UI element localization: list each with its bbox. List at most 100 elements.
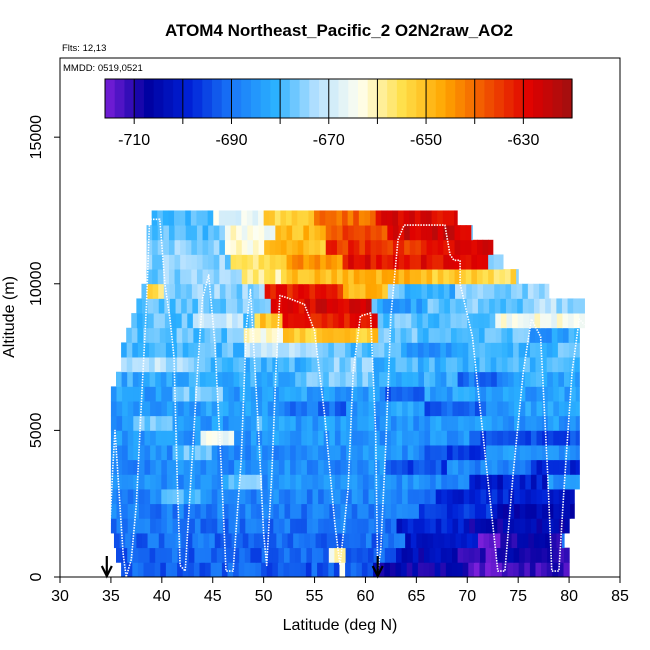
- heatmap-cell: [400, 327, 407, 343]
- heatmap-cell: [244, 547, 251, 563]
- heatmap-cell: [368, 503, 375, 519]
- heatmap-cell: [278, 547, 285, 563]
- heatmap-cell: [295, 503, 302, 519]
- heatmap-cell: [452, 547, 459, 563]
- heatmap-cell: [346, 503, 353, 519]
- heatmap-cell: [250, 518, 258, 534]
- heatmap-cell: [446, 445, 454, 461]
- heatmap-cell: [232, 313, 239, 329]
- heatmap-cell: [303, 269, 310, 285]
- heatmap-cell: [404, 239, 411, 255]
- heatmap-cell: [116, 386, 123, 402]
- colorbar-swatch: [202, 79, 213, 118]
- heatmap-cell: [245, 489, 252, 505]
- heatmap-cell: [562, 327, 570, 343]
- heatmap-cell: [412, 371, 419, 387]
- heatmap-cell: [143, 342, 150, 358]
- heatmap-cell: [562, 313, 569, 329]
- heatmap-cell: [421, 298, 429, 314]
- heatmap-cell: [258, 239, 265, 255]
- heatmap-cell: [370, 210, 377, 226]
- colorbar-swatch: [542, 79, 554, 118]
- heatmap-cell: [208, 239, 215, 255]
- heatmap-cell: [262, 401, 269, 417]
- heatmap-cell: [390, 503, 398, 519]
- heatmap-cell: [127, 371, 134, 387]
- heatmap-cell: [473, 357, 481, 373]
- heatmap-cell: [468, 371, 475, 387]
- heatmap-cell: [357, 386, 364, 402]
- heatmap-cell: [404, 225, 411, 241]
- heatmap-cell: [187, 313, 194, 329]
- heatmap-cell: [196, 225, 204, 241]
- heatmap-cell: [133, 518, 140, 534]
- heatmap-cell: [309, 283, 316, 299]
- heatmap-cell: [432, 254, 439, 270]
- heatmap-cell: [524, 547, 531, 563]
- heatmap-cell: [336, 225, 344, 241]
- heatmap-cell: [275, 283, 283, 299]
- heatmap-cell: [374, 445, 381, 461]
- heatmap-cell: [323, 489, 330, 505]
- heatmap-cell: [463, 371, 470, 387]
- heatmap-cell: [452, 518, 459, 534]
- heatmap-cell: [361, 342, 369, 358]
- heatmap-cell: [286, 210, 293, 226]
- heatmap-cell: [542, 430, 549, 446]
- heatmap-cell: [275, 254, 282, 270]
- heatmap-cell: [334, 371, 341, 387]
- heatmap-cell: [172, 547, 179, 563]
- heatmap-cell: [141, 533, 149, 549]
- heatmap-cell: [250, 459, 258, 475]
- heatmap-cell: [360, 298, 367, 314]
- heatmap-cell: [323, 547, 330, 563]
- heatmap-cell: [424, 430, 431, 446]
- heatmap-cell: [340, 489, 347, 505]
- heatmap-cell: [359, 283, 367, 299]
- heatmap-cell: [161, 474, 168, 490]
- heatmap-cell: [267, 489, 274, 505]
- heatmap-cell: [356, 562, 363, 578]
- heatmap-cell: [387, 269, 394, 285]
- heatmap-cell: [256, 415, 263, 431]
- heatmap-cell: [384, 562, 391, 578]
- heatmap-cell: [178, 415, 185, 431]
- heatmap-cell: [188, 357, 195, 373]
- heatmap-cell: [340, 547, 347, 563]
- heatmap-cell: [550, 298, 557, 314]
- heatmap-cell: [546, 562, 553, 578]
- heatmap-cell: [211, 415, 218, 431]
- heatmap-cell: [416, 313, 424, 329]
- heatmap-cell: [497, 386, 504, 402]
- heatmap-cell: [137, 357, 145, 373]
- heatmap-cell: [295, 386, 302, 402]
- heatmap-cell: [169, 298, 177, 314]
- heatmap-cell: [220, 533, 227, 549]
- heatmap-cell: [446, 518, 454, 534]
- heatmap-cell: [407, 459, 414, 475]
- heatmap-cell: [379, 371, 386, 387]
- heatmap-cell: [434, 357, 441, 373]
- heatmap-cell: [465, 239, 472, 255]
- heatmap-cell: [340, 401, 347, 417]
- heatmap-cell: [446, 459, 454, 475]
- heatmap-cell: [494, 533, 501, 549]
- heatmap-cell: [306, 503, 314, 519]
- heatmap-cell: [381, 269, 388, 285]
- heatmap-cell: [208, 283, 215, 299]
- heatmap-cell: [312, 518, 319, 534]
- heatmap-cell: [545, 298, 552, 314]
- heatmap-cell: [449, 298, 457, 314]
- heatmap-cell: [519, 401, 526, 417]
- heatmap-cell: [239, 518, 246, 534]
- heatmap-cell: [496, 562, 503, 578]
- heatmap-cell: [445, 562, 453, 578]
- heatmap-cell: [534, 327, 542, 343]
- heatmap-cell: [429, 342, 436, 358]
- heatmap-cell: [331, 254, 338, 270]
- heatmap-cell: [154, 342, 161, 358]
- heatmap-cell: [233, 342, 240, 358]
- heatmap-cell: [351, 518, 358, 534]
- heatmap-cell: [406, 562, 413, 578]
- heatmap-cell: [396, 430, 403, 446]
